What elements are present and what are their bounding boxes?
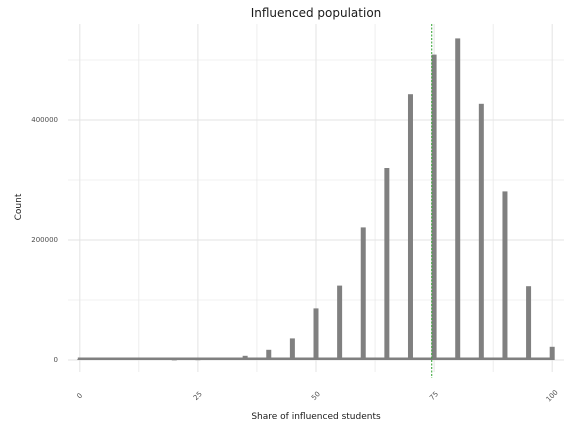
histogram-bar: [360, 227, 366, 360]
x-axis-title: Share of influenced students: [251, 412, 381, 422]
y-tick-label: 200000: [31, 236, 58, 244]
histogram-bar: [195, 359, 201, 361]
x-tick-label: 100: [545, 388, 560, 403]
histogram-bar: [549, 346, 555, 360]
histogram-bar: [77, 359, 83, 360]
histogram-bar: [313, 308, 319, 360]
histogram-bar: [384, 168, 390, 360]
y-tick-label: 400000: [31, 116, 58, 124]
y-axis-title: Count: [14, 193, 24, 220]
x-tick-label: 50: [310, 390, 322, 402]
histogram-bar: [266, 349, 272, 360]
y-tick-labels: 0 200000 400000: [31, 116, 58, 364]
histogram-bar: [242, 355, 248, 360]
bars: [77, 38, 555, 361]
x-tick-label: 0: [75, 392, 84, 401]
histogram-bar: [455, 38, 461, 361]
x-tick-label: 25: [192, 390, 204, 402]
x-tick-label: 75: [428, 390, 440, 402]
x-tick-labels: 0 25 50 75 100: [75, 388, 559, 403]
histogram-bar: [219, 358, 225, 360]
y-tick-label: 0: [54, 356, 58, 364]
histogram-bar: [289, 338, 295, 360]
chart-title: Influenced population: [251, 6, 382, 20]
histogram-bar: [502, 191, 508, 360]
histogram-bar: [337, 285, 343, 360]
histogram-bar: [171, 359, 177, 361]
histogram-bar: [526, 286, 532, 360]
histogram-bar: [478, 103, 484, 361]
histogram-bar: [431, 54, 437, 360]
histogram-bar: [407, 94, 413, 360]
